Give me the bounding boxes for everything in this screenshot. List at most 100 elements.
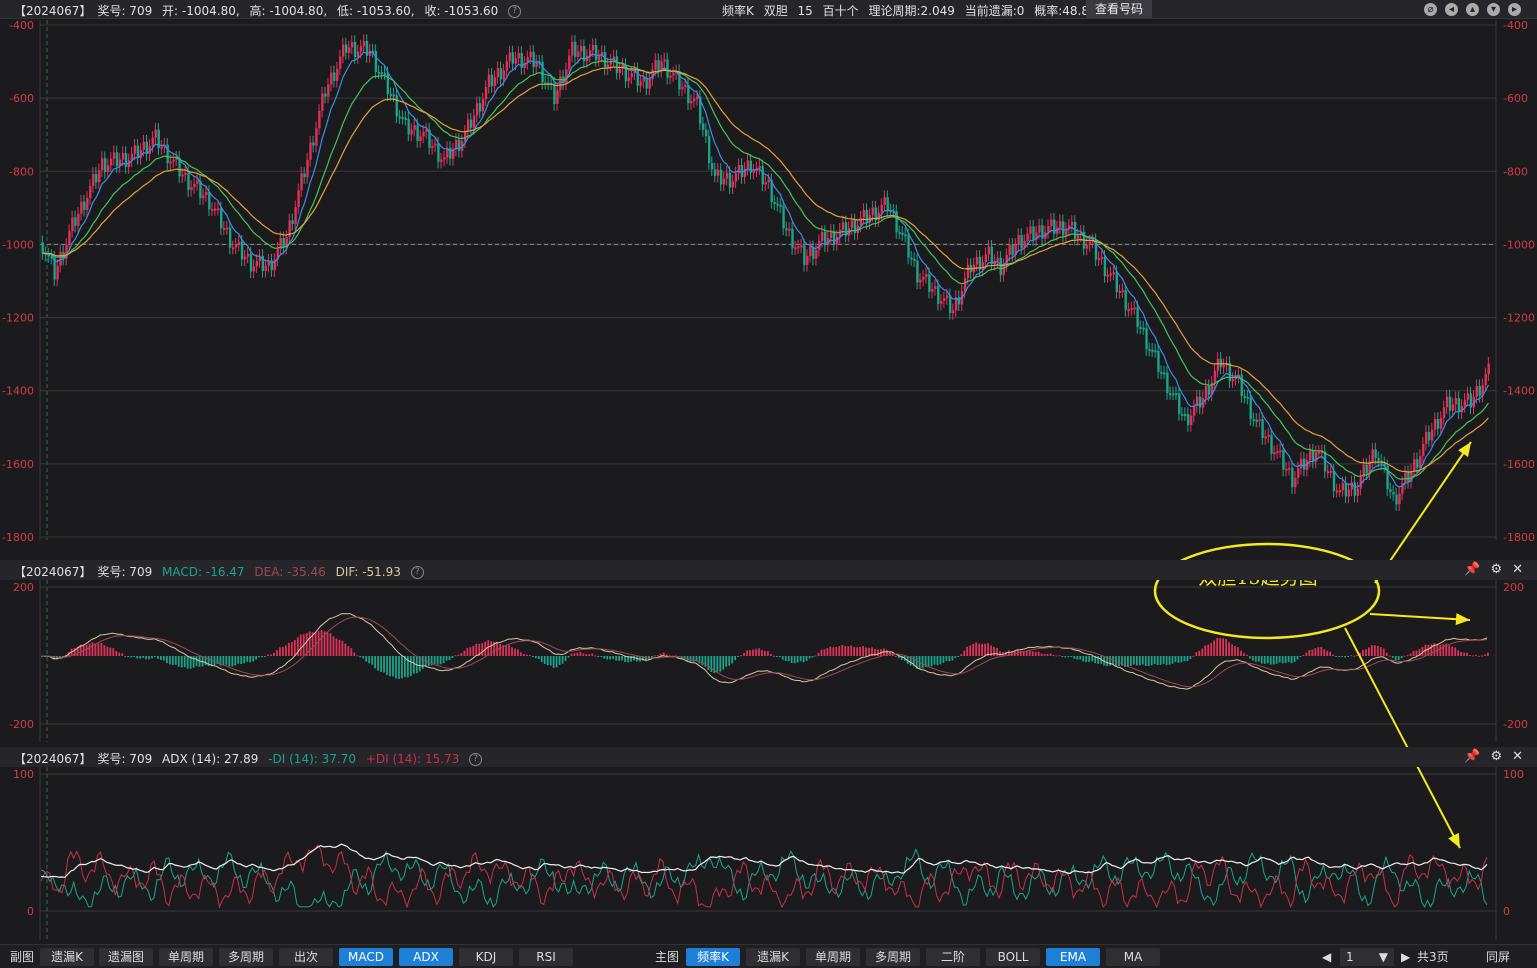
candle: [359, 46, 363, 52]
macd-bar: [1135, 656, 1138, 666]
macd-bar: [1010, 651, 1013, 656]
close-icon[interactable]: ✕: [1512, 562, 1523, 577]
candle: [255, 261, 259, 267]
macd-bar: [1469, 655, 1471, 657]
candle: [943, 298, 946, 301]
tab-main-5[interactable]: BOLL: [986, 948, 1040, 966]
candle: [591, 45, 595, 51]
macd-bar: [1034, 651, 1037, 656]
tab-main-1[interactable]: 遗漏K: [746, 948, 800, 966]
tab-main-4[interactable]: 二阶: [926, 948, 980, 966]
tab-main-freq[interactable]: 频率K: [686, 948, 740, 966]
candle: [1460, 405, 1464, 413]
down-icon[interactable]: ▾: [1487, 3, 1500, 16]
macd-bar: [1451, 646, 1454, 656]
candle: [1362, 464, 1365, 477]
candle: [401, 117, 404, 120]
macd-bar: [362, 656, 365, 659]
candle: [722, 178, 726, 185]
macd-bar: [103, 645, 106, 656]
macd-bar: [1329, 651, 1332, 656]
candle: [413, 125, 416, 130]
tab-sub-adx[interactable]: ADX: [399, 948, 453, 966]
candle: [1216, 358, 1220, 371]
candle: [118, 159, 122, 167]
macd-bar: [915, 656, 918, 669]
macd-bar: [820, 649, 823, 656]
tab-sub-8[interactable]: RSI: [519, 948, 573, 966]
candle: [660, 61, 663, 72]
candle: [1314, 452, 1318, 462]
check-numbers-button[interactable]: 查看号码: [1086, 0, 1152, 18]
macd-bar: [1484, 654, 1486, 656]
macd-bar: [659, 653, 662, 656]
macd-bar: [1442, 644, 1445, 656]
macd-bar: [395, 656, 397, 679]
y-tick-label-right: -1800: [1503, 531, 1535, 544]
macd-bar: [1097, 656, 1100, 664]
tab-main-ema[interactable]: EMA: [1046, 948, 1100, 966]
pin-icon[interactable]: 📌: [1464, 749, 1481, 764]
macd-bar: [1168, 656, 1171, 665]
tab-main-3[interactable]: 多周期: [866, 948, 920, 966]
candle: [80, 201, 83, 214]
adx-help-icon[interactable]: ?: [469, 753, 483, 766]
page-select[interactable]: 1 ▼: [1340, 948, 1394, 966]
up-icon[interactable]: ▴: [1466, 3, 1479, 16]
gear-icon[interactable]: ⚙: [1490, 562, 1503, 577]
macd-bar: [154, 656, 156, 658]
tab-main-7[interactable]: MA: [1106, 948, 1160, 966]
macd-bar: [963, 650, 966, 656]
candle: [740, 164, 744, 178]
macd-bar: [1094, 656, 1097, 664]
macd-bar: [621, 656, 623, 661]
macd-bar: [228, 656, 231, 667]
candle: [966, 264, 970, 279]
page-next-icon[interactable]: ▶: [1401, 950, 1411, 964]
macd-bar: [1040, 653, 1043, 656]
macd-bar: [261, 656, 263, 658]
macd-bar: [1260, 656, 1263, 664]
candle: [707, 136, 711, 163]
y-tick-label-right: -1600: [1503, 458, 1535, 471]
close-icon[interactable]: ✕: [1512, 749, 1523, 764]
tab-sub-4[interactable]: 出次: [279, 948, 333, 966]
macd-bar: [1284, 656, 1287, 664]
tab-sub-1[interactable]: 遗漏图: [99, 948, 153, 966]
macd-bar: [778, 656, 781, 658]
macd-bar: [1382, 648, 1385, 656]
macd-bar: [1338, 656, 1341, 658]
help-icon[interactable]: ?: [508, 5, 522, 18]
pin-icon[interactable]: 📌: [1464, 562, 1481, 577]
macd-bar: [270, 654, 272, 656]
macd-bar: [439, 656, 442, 665]
candle: [71, 217, 74, 232]
candle: [475, 103, 479, 116]
pin-icon[interactable]: ⌀: [1424, 3, 1437, 16]
issue-label: 【2024067】: [14, 4, 92, 18]
forward-icon[interactable]: ▸: [1508, 3, 1521, 16]
tab-sub-macd[interactable]: MACD: [339, 948, 393, 966]
macd-bar: [1049, 653, 1052, 656]
macd-help-icon[interactable]: ?: [410, 566, 424, 579]
macd-bar: [183, 656, 186, 668]
tab-sub-7[interactable]: KDJ: [459, 948, 513, 966]
candle: [130, 153, 134, 161]
candle: [270, 260, 273, 271]
macd-bar: [1183, 656, 1186, 662]
adx-issue: 【2024067】: [14, 752, 92, 766]
macd-bar: [308, 631, 311, 656]
total-pages: 共3页: [1417, 950, 1449, 964]
candle: [657, 60, 660, 72]
same-screen-button[interactable]: 同屏: [1486, 950, 1511, 964]
candle: [615, 56, 619, 73]
tab-sub-3[interactable]: 多周期: [219, 948, 273, 966]
gear-icon[interactable]: ⚙: [1490, 749, 1503, 764]
candle: [1317, 451, 1321, 454]
page-prev-icon[interactable]: ◀: [1322, 950, 1332, 964]
tab-main-2[interactable]: 单周期: [806, 948, 860, 966]
tab-sub-2[interactable]: 单周期: [159, 948, 213, 966]
candle: [624, 64, 628, 82]
back-icon[interactable]: ◂: [1445, 3, 1458, 16]
tab-sub-0[interactable]: 遗漏K: [40, 948, 94, 966]
